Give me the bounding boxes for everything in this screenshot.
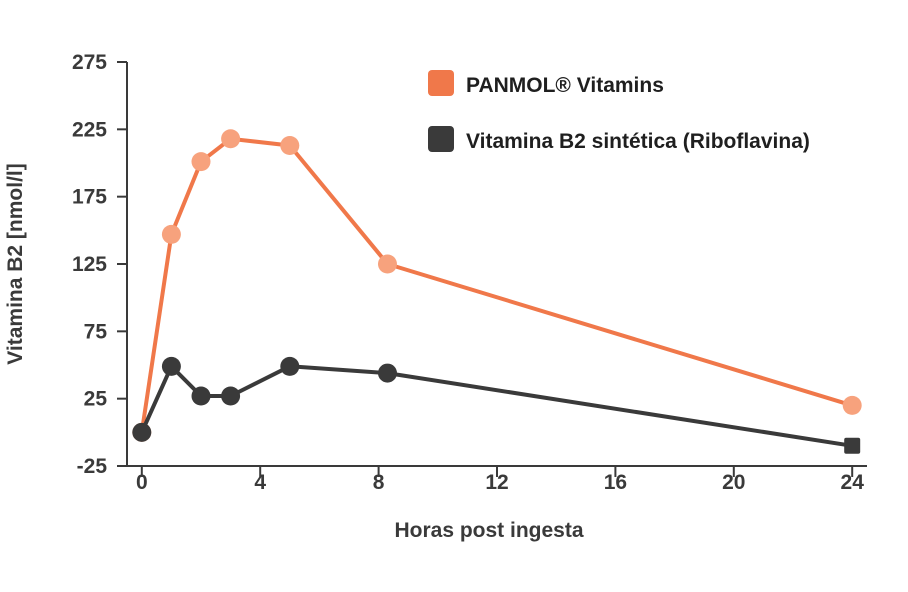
y-axis-title: Vitamina B2 [nmol/l] bbox=[4, 163, 27, 364]
data-point bbox=[844, 437, 861, 454]
legend-label: Vitamina B2 sintética (Riboflavina) bbox=[466, 130, 810, 153]
x-tick-label: 8 bbox=[373, 471, 385, 494]
data-point bbox=[191, 152, 211, 172]
y-tick-label: 25 bbox=[84, 388, 108, 411]
data-point bbox=[221, 386, 241, 406]
x-tick-label: 4 bbox=[254, 471, 266, 494]
x-tick-label: 12 bbox=[485, 471, 508, 494]
y-tick-label: 125 bbox=[72, 253, 107, 276]
chart-legend: PANMOL® Vitamins Vitamina B2 sintética (R… bbox=[428, 70, 810, 153]
series-line bbox=[139, 364, 855, 448]
y-tick-label: 275 bbox=[72, 51, 107, 74]
data-point bbox=[221, 129, 241, 149]
data-point bbox=[132, 422, 152, 442]
legend-swatch bbox=[428, 70, 454, 96]
chart-axes: -25 25 75 125 175 225 275 0 4 8 12 16 20 24 bbox=[72, 51, 867, 494]
series-1 bbox=[132, 129, 862, 442]
legend-label: PANMOL® Vitamins bbox=[466, 74, 664, 97]
data-point bbox=[842, 395, 862, 415]
data-point bbox=[161, 356, 181, 376]
x-tick-label: 24 bbox=[841, 471, 865, 494]
data-point bbox=[377, 254, 397, 274]
chart-series bbox=[132, 129, 862, 454]
data-point bbox=[161, 224, 181, 244]
x-tick-label: 0 bbox=[136, 471, 148, 494]
y-tick-label: -25 bbox=[77, 455, 108, 478]
data-point bbox=[191, 386, 211, 406]
data-point bbox=[280, 356, 300, 376]
y-tick-label: 175 bbox=[72, 186, 107, 209]
legend-swatch bbox=[428, 126, 454, 152]
data-point bbox=[280, 135, 300, 155]
data-point bbox=[377, 363, 397, 383]
y-tick-label: 75 bbox=[84, 320, 108, 343]
x-tick-label: 20 bbox=[722, 471, 745, 494]
x-tick-label: 16 bbox=[604, 471, 627, 494]
y-tick-label: 225 bbox=[72, 118, 107, 141]
series-2 bbox=[132, 356, 861, 454]
x-axis-title: Horas post ingesta bbox=[394, 519, 583, 542]
